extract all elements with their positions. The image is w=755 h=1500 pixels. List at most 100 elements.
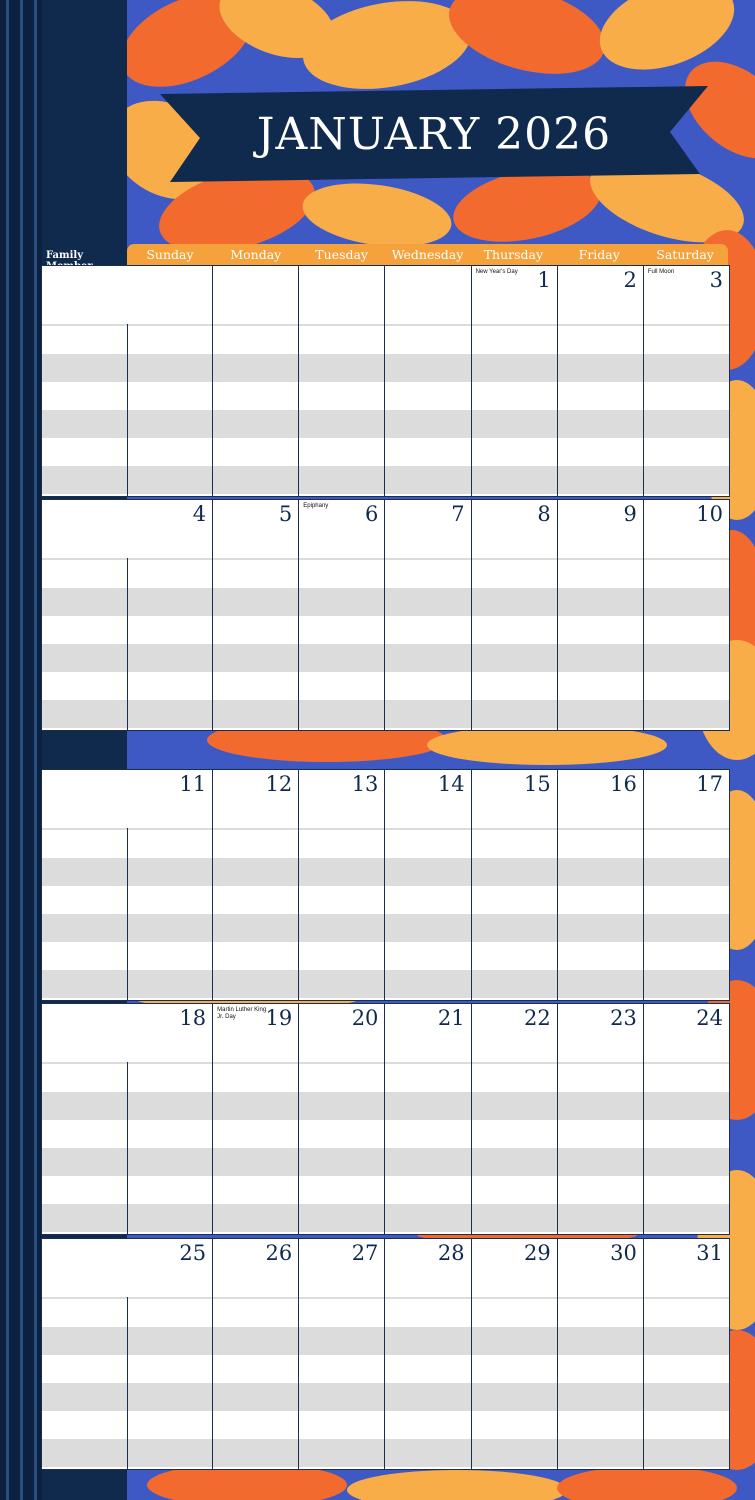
- family-member-cell[interactable]: [42, 266, 128, 496]
- day-number: 3: [709, 268, 723, 292]
- weekday-header-monday: Monday: [230, 247, 282, 262]
- day-cell[interactable]: 12: [212, 770, 299, 1000]
- day-number: 13: [351, 772, 379, 796]
- day-cell-header: [385, 770, 471, 828]
- day-number: 25: [179, 1241, 207, 1265]
- day-number: 11: [179, 772, 207, 796]
- day-cell[interactable]: 15: [470, 770, 557, 1000]
- day-number: 12: [265, 772, 293, 796]
- day-cell[interactable]: 18: [127, 1004, 213, 1234]
- page-title: JANUARY 2026: [256, 108, 612, 160]
- weekday-header-sunday: Sunday: [146, 247, 194, 262]
- family-member-cell[interactable]: [42, 1004, 128, 1234]
- day-cell-header: [471, 500, 557, 558]
- day-cell[interactable]: 27: [298, 1239, 385, 1469]
- day-number: 17: [696, 772, 723, 796]
- banner-ribbon-shape: [160, 86, 708, 182]
- day-cell-header: [643, 1239, 729, 1297]
- day-cell-header: [127, 770, 213, 828]
- day-cell-header: [557, 1239, 643, 1297]
- day-cell[interactable]: 13: [298, 770, 385, 1000]
- day-cell-header: [127, 1239, 213, 1297]
- day-cell[interactable]: 10: [642, 500, 729, 730]
- week-row: 25 26 27 28 29 30 31: [41, 1238, 730, 1470]
- day-number: 4: [192, 502, 207, 526]
- day-cell-header: [557, 500, 643, 558]
- day-cell-header: [385, 500, 471, 558]
- day-cell[interactable]: 4: [127, 500, 213, 730]
- day-number: 15: [523, 772, 551, 796]
- day-cell-header: [471, 1004, 557, 1062]
- day-cell[interactable]: 28: [384, 1239, 471, 1469]
- day-cell-header: [385, 1239, 471, 1297]
- day-cell-header: [643, 1004, 729, 1062]
- family-member-cell[interactable]: [42, 1239, 128, 1469]
- weekday-header-friday: Friday: [578, 247, 620, 262]
- day-cell[interactable]: 7: [384, 500, 471, 730]
- family-cell-top: [42, 1239, 127, 1297]
- day-cell[interactable]: 25: [127, 1239, 213, 1469]
- day-cell[interactable]: 31: [642, 1239, 729, 1469]
- week-row: 11 12 13 14 15 16 17: [41, 769, 730, 1001]
- day-cell[interactable]: 9: [556, 500, 643, 730]
- day-number: 18: [179, 1006, 207, 1030]
- day-cell-header: [213, 500, 299, 558]
- day-number: 31: [696, 1241, 723, 1265]
- holiday-note: Martin Luther King Jr. Day: [217, 1007, 267, 1020]
- week-row: 4 5 6 Epiphany 7 8 9 10: [41, 499, 730, 731]
- day-cells: 1 New Year's Day 2 3 Full Moon: [127, 266, 729, 496]
- day-cell[interactable]: 5: [212, 500, 299, 730]
- day-cell[interactable]: [384, 266, 471, 496]
- day-number: 10: [696, 502, 723, 526]
- weekday-header-thursday: Thursday: [483, 247, 544, 262]
- family-member-cell[interactable]: [42, 770, 128, 1000]
- day-cell[interactable]: 6 Epiphany: [298, 500, 385, 730]
- family-cell-top: [42, 770, 127, 828]
- day-cell[interactable]: 29: [470, 1239, 557, 1469]
- day-cell-header: [299, 1239, 385, 1297]
- family-cell-top: [42, 266, 127, 324]
- day-cell[interactable]: 19 Martin Luther King Jr. Day: [212, 1004, 299, 1234]
- day-number: 19: [265, 1006, 293, 1030]
- day-cell-header: [299, 770, 385, 828]
- title-banner: JANUARY 2026: [160, 86, 708, 182]
- day-cell[interactable]: 30: [556, 1239, 643, 1469]
- holiday-note: New Year's Day: [475, 269, 518, 275]
- day-cell[interactable]: 26: [212, 1239, 299, 1469]
- family-member-cell[interactable]: [42, 500, 128, 730]
- day-cell[interactable]: 24: [642, 1004, 729, 1234]
- day-cell[interactable]: 16: [556, 770, 643, 1000]
- day-cell[interactable]: 11: [127, 770, 213, 1000]
- day-number: 22: [523, 1006, 551, 1030]
- day-cell-header: [643, 770, 729, 828]
- day-cell-header: [127, 266, 213, 324]
- day-cell[interactable]: 20: [298, 1004, 385, 1234]
- day-cell-header: [299, 266, 385, 324]
- day-cell-header: [643, 266, 729, 324]
- day-cell[interactable]: 2: [556, 266, 643, 496]
- day-cell[interactable]: [298, 266, 385, 496]
- day-number: 14: [437, 772, 465, 796]
- day-number: 28: [437, 1241, 465, 1265]
- day-cell-header: [385, 1004, 471, 1062]
- day-cell[interactable]: 17: [642, 770, 729, 1000]
- day-cell[interactable]: [212, 266, 299, 496]
- day-cell[interactable]: 3 Full Moon: [642, 266, 729, 496]
- day-cell[interactable]: 1 New Year's Day: [470, 266, 557, 496]
- day-cells: 25 26 27 28 29 30 31: [127, 1239, 729, 1469]
- day-cell[interactable]: [127, 266, 213, 496]
- day-cell[interactable]: 22: [470, 1004, 557, 1234]
- day-cell[interactable]: 14: [384, 770, 471, 1000]
- day-number: 9: [623, 502, 637, 526]
- day-cell[interactable]: 21: [384, 1004, 471, 1234]
- day-cell-header: [643, 500, 729, 558]
- week-row: 1 New Year's Day 2 3 Full Moon: [41, 265, 730, 497]
- day-cell-header: [213, 1004, 299, 1062]
- day-cell-header: [557, 266, 643, 324]
- day-cell-header: [385, 266, 471, 324]
- day-cell[interactable]: 23: [556, 1004, 643, 1234]
- day-cell-header: [213, 266, 299, 324]
- day-number: 29: [523, 1241, 551, 1265]
- day-cell[interactable]: 8: [470, 500, 557, 730]
- weekday-header-tuesday: Tuesday: [315, 247, 368, 262]
